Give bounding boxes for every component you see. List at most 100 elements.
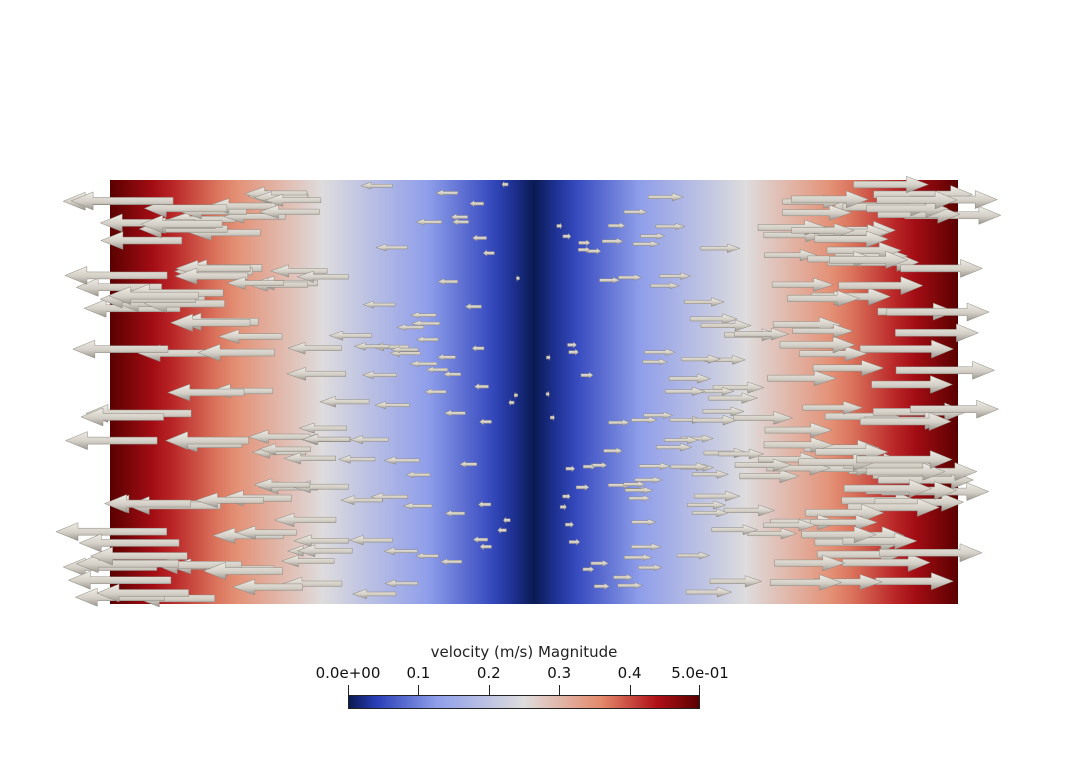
velocity-arrow-glyph — [843, 479, 933, 498]
velocity-arrow-glyph — [545, 390, 550, 398]
velocity-arrow-glyph — [439, 558, 463, 566]
velocity-arrow-glyph — [384, 579, 418, 588]
velocity-arrow-glyph — [582, 565, 595, 573]
velocity-arrow-glyph — [298, 422, 347, 434]
velocity-arrow-glyph — [685, 586, 733, 598]
velocity-arrow-glyph — [410, 311, 437, 319]
velocity-arrow-glyph — [643, 411, 674, 419]
velocity-arrow-glyph — [107, 286, 199, 306]
velocity-arrow-glyph — [871, 375, 954, 394]
velocity-arrow-glyph — [792, 324, 854, 338]
velocity-arrow-glyph — [471, 234, 487, 242]
colorbar-tick-label: 0.1 — [406, 664, 431, 682]
colorbar-scale — [348, 695, 700, 709]
velocity-arrow-glyph — [810, 514, 879, 531]
velocity-arrow-glyph — [812, 359, 885, 377]
velocity-arrow-glyph — [396, 324, 424, 331]
velocity-arrow-glyph — [565, 465, 576, 473]
colorbar-tick-label: 0.3 — [547, 664, 572, 682]
velocity-arrow-glyph — [89, 546, 188, 566]
velocity-arrow-glyph — [879, 543, 983, 563]
velocity-arrow-glyph — [302, 433, 350, 445]
velocity-arrow-glyph — [631, 416, 658, 424]
velocity-arrow-glyph — [264, 193, 322, 207]
velocity-arrow-glyph — [690, 313, 739, 325]
velocity-arrow-glyph — [578, 246, 591, 254]
velocity-arrow-glyph — [103, 494, 192, 513]
velocity-arrow-glyph — [375, 243, 408, 252]
velocity-arrow-glyph — [802, 400, 864, 415]
velocity-arrow-glyph — [415, 336, 439, 343]
velocity-arrow-glyph — [859, 412, 952, 431]
velocity-arrow-glyph — [739, 469, 800, 484]
velocity-arrow-glyph — [443, 409, 466, 417]
velocity-arrow-glyph — [664, 436, 699, 445]
velocity-arrow-glyph — [702, 406, 745, 417]
colorbar-tick-label: 0.0e+00 — [315, 664, 381, 682]
velocity-arrow-glyph — [503, 516, 511, 524]
velocity-arrow-glyph — [866, 199, 949, 218]
velocity-arrow-glyph — [562, 232, 572, 241]
velocity-arrow-glyph — [838, 276, 924, 295]
velocity-arrow-glyph — [253, 478, 311, 492]
velocity-arrow-glyph — [405, 471, 431, 479]
velocity-arrow-glyph — [791, 223, 856, 238]
velocity-arrow-glyph — [328, 330, 372, 341]
velocity-arrow-glyph — [613, 574, 634, 581]
velocity-arrow-glyph — [273, 512, 337, 528]
velocity-arrow-glyph — [515, 275, 520, 282]
velocity-arrow-glyph — [659, 272, 692, 280]
velocity-arrow-glyph — [687, 500, 727, 510]
velocity-arrow-glyph — [452, 218, 469, 226]
velocity-arrow-glyph — [424, 388, 447, 396]
velocity-arrow-glyph — [472, 536, 488, 544]
velocity-arrow-glyph — [625, 486, 654, 494]
velocity-arrow-glyph — [410, 320, 440, 327]
velocity-arrow-glyph — [782, 204, 853, 221]
velocity-arrow-glyph — [576, 483, 590, 491]
velocity-arrow-glyph — [594, 582, 610, 590]
velocity-arrow-glyph — [72, 339, 169, 359]
velocity-arrow-glyph — [450, 213, 468, 221]
velocity-arrow-glyph — [167, 383, 245, 402]
colorbar-title: velocity (m/s) Magnitude — [430, 643, 618, 661]
velocity-arrow-glyph — [608, 222, 626, 230]
velocity-arrow-glyph — [676, 551, 711, 560]
velocity-arrow-glyph — [648, 192, 685, 202]
velocity-arrow-glyph — [293, 534, 349, 548]
velocity-arrow-glyph — [684, 297, 725, 307]
colorbar-tick-label: 5.0e-01 — [671, 664, 729, 682]
velocity-arrow-glyph — [169, 313, 251, 332]
velocity-arrow-glyph — [708, 392, 759, 404]
velocity-arrow-glyph — [55, 522, 167, 542]
velocity-arrow-glyph — [631, 543, 662, 551]
velocity-arrow-glyph — [258, 204, 320, 219]
velocity-arrow-glyph — [875, 572, 955, 591]
colorbar-tick-mark — [629, 685, 631, 695]
velocity-arrow-glyph — [774, 555, 846, 572]
velocity-arrow-glyph — [340, 495, 383, 506]
velocity-arrow-glyph — [283, 452, 337, 465]
velocity-arrow-glyph — [360, 181, 393, 190]
velocity-arrow-glyph — [100, 231, 183, 250]
velocity-arrow-glyph — [226, 276, 285, 290]
velocity-arrow-glyph — [437, 353, 456, 361]
velocity-arrow-glyph — [628, 494, 651, 502]
velocity-arrow-glyph — [603, 447, 623, 455]
velocity-arrow-glyph — [895, 360, 996, 380]
velocity-arrow-glyph — [632, 240, 661, 248]
velocity-arrow-glyph — [80, 407, 164, 427]
velocity-arrow-glyph — [779, 336, 856, 354]
velocity-arrow-glyph — [787, 290, 860, 307]
velocity-arrow-glyph — [197, 343, 275, 362]
velocity-arrow-glyph — [723, 504, 776, 517]
velocity-arrow-glyph — [791, 190, 869, 209]
velocity-arrow-glyph — [362, 300, 396, 309]
velocity-arrow-glyph — [415, 552, 439, 560]
velocity-arrow-glyph — [471, 344, 485, 352]
velocity-arrow-glyph — [764, 422, 833, 438]
velocity-arrow-glyph — [692, 470, 730, 479]
velocity-arrow-glyph — [670, 462, 709, 472]
velocity-arrow-glyph — [501, 180, 509, 189]
velocity-arrow-glyph — [319, 395, 370, 408]
